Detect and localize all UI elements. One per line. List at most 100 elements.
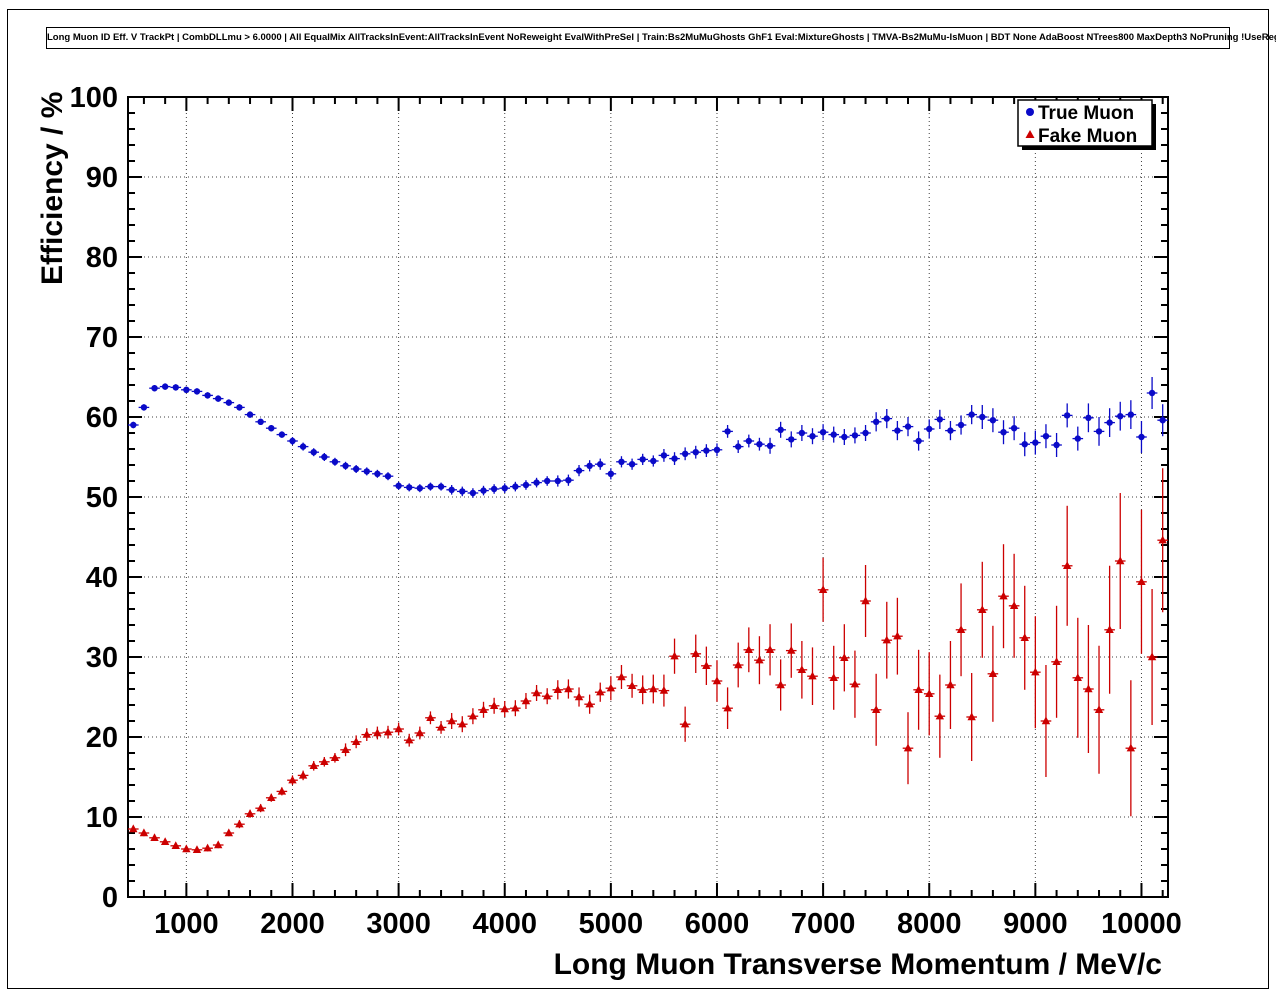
data-point xyxy=(766,442,774,449)
data-point xyxy=(1105,625,1114,633)
svg-text:8000: 8000 xyxy=(897,908,962,940)
data-point xyxy=(798,429,806,437)
data-point xyxy=(1137,577,1146,585)
data-point xyxy=(415,728,425,737)
data-point xyxy=(575,467,583,474)
data-point xyxy=(755,655,764,664)
data-point xyxy=(1126,743,1136,752)
data-point xyxy=(427,483,434,490)
data-point xyxy=(882,635,891,644)
data-point xyxy=(765,645,775,653)
data-point xyxy=(1148,389,1156,397)
data-point xyxy=(734,660,743,669)
data-point xyxy=(650,457,657,465)
data-point xyxy=(469,489,477,497)
data-point xyxy=(894,427,901,434)
legend-marker-true-muon-icon xyxy=(1026,108,1034,116)
data-point xyxy=(151,385,158,392)
data-point xyxy=(1063,412,1071,419)
legend-label-true-muon: True Muon xyxy=(1038,103,1134,124)
data-point xyxy=(395,482,402,489)
svg-text:10: 10 xyxy=(86,802,118,834)
data-point xyxy=(341,745,350,753)
data-point xyxy=(384,473,392,480)
series-triangle xyxy=(128,468,1168,853)
data-point xyxy=(310,449,317,456)
data-point xyxy=(968,411,975,418)
data-point xyxy=(288,775,297,784)
data-point xyxy=(139,828,149,837)
data-point xyxy=(691,649,700,657)
data-point xyxy=(947,427,954,434)
data-point xyxy=(724,428,731,435)
data-point xyxy=(458,719,467,728)
data-point xyxy=(586,462,593,469)
svg-text:50: 50 xyxy=(86,482,118,514)
data-point xyxy=(193,388,201,395)
data-point xyxy=(712,676,722,685)
chart-generated-content: 1000 2000 3000 4000 5000 6000 7000 8000 9000 1000… xyxy=(70,82,1182,940)
data-point xyxy=(129,824,138,833)
data-point xyxy=(967,712,976,721)
svg-text:100: 100 xyxy=(70,82,118,114)
svg-text:30: 30 xyxy=(86,642,118,674)
data-point xyxy=(245,809,255,817)
data-point xyxy=(628,461,636,468)
x-axis-title: Long Muon Transverse Momentum / MeV/c xyxy=(554,948,1162,981)
data-point xyxy=(331,458,339,465)
svg-text:5000: 5000 xyxy=(579,908,644,940)
data-point xyxy=(660,452,668,459)
data-point xyxy=(861,596,870,605)
data-point xyxy=(256,803,265,812)
data-point xyxy=(554,477,561,485)
plot-title: Long Muon ID Eff. V TrackPt | CombDLLmu … xyxy=(47,32,1276,43)
plot-title-pave: Long Muon ID Eff. V TrackPt | CombDLLmu … xyxy=(46,27,1276,49)
data-point xyxy=(639,456,646,463)
data-point xyxy=(130,421,137,429)
svg-text:80: 80 xyxy=(86,242,118,274)
x-axis-tick-labels: 1000 2000 3000 4000 5000 6000 7000 8000 9000 1000… xyxy=(154,908,1182,940)
data-point xyxy=(819,429,827,436)
data-point xyxy=(936,416,944,423)
data-point xyxy=(808,671,817,680)
data-point xyxy=(289,437,296,445)
svg-text:3000: 3000 xyxy=(366,908,431,940)
svg-text:2000: 2000 xyxy=(260,908,325,940)
data-point xyxy=(1000,429,1007,436)
data-point xyxy=(553,685,562,693)
svg-text:60: 60 xyxy=(86,402,118,434)
data-point xyxy=(215,395,222,402)
y-axis-title: Efficiency / % xyxy=(36,92,69,285)
data-point xyxy=(872,418,880,425)
data-point xyxy=(511,703,520,712)
svg-text:0: 0 xyxy=(102,882,118,914)
data-point xyxy=(756,441,763,448)
axis-ticks xyxy=(128,96,1168,898)
svg-text:70: 70 xyxy=(86,322,118,354)
data-point xyxy=(618,458,625,465)
data-point xyxy=(787,646,796,654)
svg-text:4000: 4000 xyxy=(472,908,537,940)
data-point xyxy=(1041,716,1051,725)
data-point xyxy=(160,837,170,845)
data-point xyxy=(638,685,647,693)
data-point xyxy=(703,447,710,454)
data-point xyxy=(1031,667,1040,676)
data-point xyxy=(956,625,966,633)
data-point xyxy=(204,392,211,399)
data-point xyxy=(1084,684,1093,693)
legend-label-fake-muon: Fake Muon xyxy=(1038,126,1137,147)
data-point xyxy=(448,486,455,493)
data-point xyxy=(702,661,711,669)
data-point xyxy=(405,735,414,744)
data-point xyxy=(1158,535,1167,544)
data-point xyxy=(841,433,848,441)
data-point xyxy=(1106,419,1113,426)
data-point xyxy=(161,383,169,390)
data-point xyxy=(1010,425,1018,432)
data-point xyxy=(278,431,286,438)
data-point xyxy=(926,425,933,433)
data-point xyxy=(1147,652,1157,661)
data-point xyxy=(1116,556,1125,565)
data-point xyxy=(182,844,191,853)
